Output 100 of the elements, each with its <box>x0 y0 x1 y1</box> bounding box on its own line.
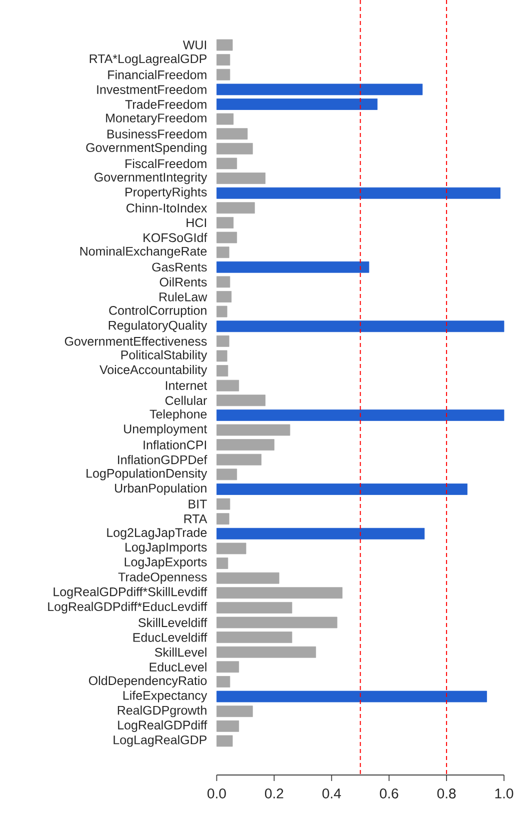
y-tick-label: EducLeveldiff <box>133 632 208 642</box>
x-tick-label: 0.6 <box>380 788 398 798</box>
bar <box>216 380 240 392</box>
bar <box>216 39 233 51</box>
bar <box>216 542 246 554</box>
y-tick-label: LogRealGDPdiff*SkillLevdiff <box>54 587 208 599</box>
y-tick-label: RTA*LogLagrealGDP <box>90 54 206 66</box>
y-tick-label: RTA <box>184 514 208 524</box>
y-tick-label: Internet <box>166 381 208 390</box>
bar <box>216 128 248 140</box>
bar <box>216 528 425 540</box>
y-tick-label: PropertyRights <box>126 187 207 199</box>
y-tick-label: TradeOpenness <box>118 572 207 584</box>
bar <box>216 350 228 362</box>
bar <box>216 217 234 228</box>
y-tick-label: FiscalFreedom <box>126 158 206 168</box>
bar <box>216 587 342 599</box>
bar <box>216 335 230 347</box>
y-tick-label: RegulatoryQuality <box>108 320 208 332</box>
y-tick-label: ControlCorruption <box>109 306 206 318</box>
x-tick-label: 1.0 <box>495 788 514 798</box>
bar <box>216 454 262 466</box>
y-tick-label: WUI <box>182 40 206 50</box>
y-tick-label: InvestmentFreedom <box>97 84 206 94</box>
bar <box>216 602 292 614</box>
y-tick-label: NominalExchangeRate <box>80 246 207 258</box>
bar <box>216 291 232 302</box>
bar <box>216 365 228 376</box>
y-tick-label: UrbanPopulation <box>115 483 206 496</box>
y-tick-label: Log2LagJapTrade <box>107 528 207 540</box>
y-tick-label: BIT <box>188 500 207 508</box>
y-tick-label: MonetaryFreedom <box>106 113 206 125</box>
bar <box>216 320 504 332</box>
y-tick-label: PoliticalStability <box>121 350 208 362</box>
bar <box>216 142 253 154</box>
y-tick-label: TradeFreedom <box>125 100 206 109</box>
y-tick-label: LogJapImports <box>126 542 207 554</box>
bar <box>216 187 500 199</box>
bar <box>216 484 468 495</box>
y-tick-label: GovernmentEffectiveness <box>64 336 207 346</box>
y-tick-label: LogRealGDPdiff*EducLevdiff <box>48 602 208 614</box>
bar <box>216 276 230 288</box>
bar <box>216 735 233 747</box>
x-tick-label: 0.4 <box>322 788 341 798</box>
bar <box>216 632 292 644</box>
y-tick-label: GovernmentSpending <box>86 142 206 154</box>
bar <box>216 616 338 628</box>
bar <box>216 261 370 273</box>
bar <box>216 68 230 80</box>
bar <box>216 439 274 451</box>
y-tick-label: LogLagRealGDP <box>114 735 206 747</box>
bar <box>216 394 266 406</box>
bar <box>216 498 230 510</box>
y-tick-label: FinancialFreedom <box>108 70 206 80</box>
x-tick-label: 0.8 <box>437 788 456 798</box>
y-tick-label: GovernmentIntegrity <box>94 172 208 184</box>
bar <box>216 54 230 66</box>
bar <box>216 706 253 718</box>
y-tick-label: SkillLeveldiff <box>138 618 208 628</box>
bar <box>216 690 487 702</box>
bar <box>216 720 240 732</box>
bar <box>216 202 255 214</box>
y-tick-label: VoiceAccountability <box>100 364 208 377</box>
bar <box>216 172 266 184</box>
x-tick-label: 0.2 <box>264 788 284 798</box>
bar <box>216 306 228 318</box>
bar <box>216 232 238 244</box>
y-tick-label: RuleLaw <box>160 292 208 302</box>
bar <box>216 84 423 96</box>
y-tick-label: Cellular <box>165 396 207 405</box>
y-tick-label: Unemployment <box>124 424 208 436</box>
y-tick-label: Telephone <box>150 409 207 422</box>
y-tick-label: HCI <box>186 218 206 228</box>
bar <box>216 676 230 688</box>
y-tick-label: LogJapExports <box>124 558 207 569</box>
bar <box>216 661 240 673</box>
y-tick-label: LogPopulationDensity <box>86 468 208 480</box>
bar <box>216 468 238 480</box>
y-tick-label: GasRents <box>152 262 207 272</box>
y-tick-label: RealGDPgrowth <box>118 706 206 718</box>
y-tick-label: KOFSoGIdf <box>144 232 208 242</box>
y-tick-label: EducLevel <box>150 662 206 672</box>
x-tick-label: 0.0 <box>208 788 226 798</box>
y-tick-label: LifeExpectancy <box>123 690 208 702</box>
bar <box>216 158 238 170</box>
bar <box>216 646 316 658</box>
y-tick-label: SkillLevel <box>154 648 206 657</box>
y-tick-label: InflationCPI <box>144 440 206 450</box>
bar <box>216 246 230 258</box>
y-tick-label: LogRealGDPdiff <box>118 720 208 732</box>
bar <box>216 409 504 421</box>
y-tick-label: BusinessFreedom <box>107 129 206 138</box>
bar <box>216 113 234 125</box>
bar <box>216 572 280 584</box>
y-tick-label: OilRents <box>160 277 207 287</box>
bar <box>216 98 378 110</box>
y-tick-label: Chinn-ItoIndex <box>126 203 208 212</box>
bar <box>216 558 228 569</box>
y-tick-label: InflationGDPDef <box>118 455 208 464</box>
bar <box>216 513 230 525</box>
